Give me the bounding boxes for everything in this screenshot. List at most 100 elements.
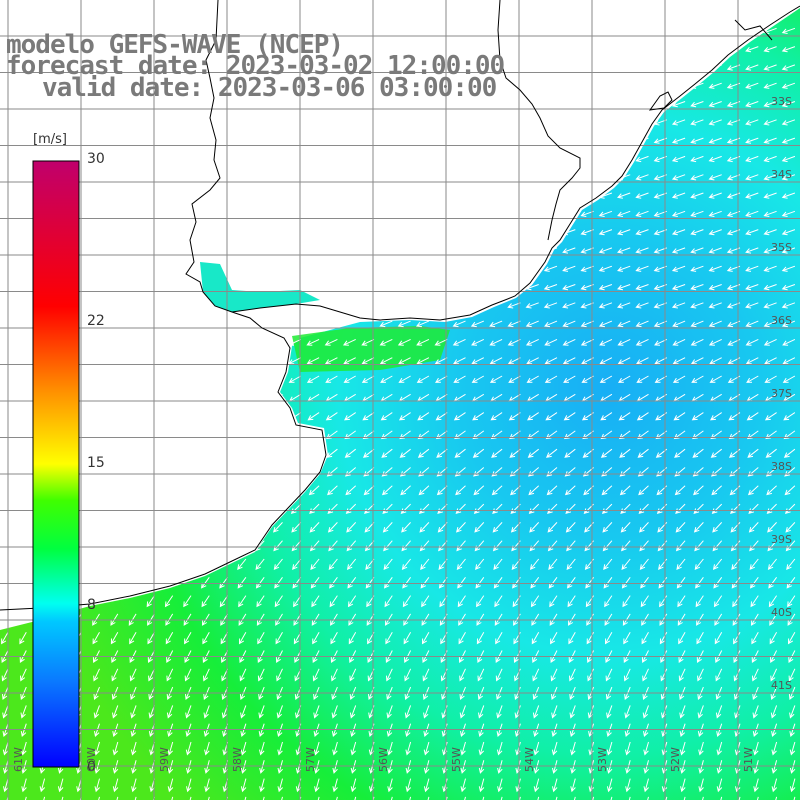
wind-arrow [386, 668, 393, 682]
wind-arrow [185, 741, 192, 756]
wind-arrow [708, 229, 722, 236]
colorbar-tick-label: 15 [87, 455, 105, 471]
wind-arrow [470, 320, 484, 328]
wind-arrow [732, 595, 741, 608]
wind-arrow [784, 485, 796, 496]
wind-arrow [326, 448, 338, 458]
wind-arrow [716, 741, 723, 756]
wind-arrow [344, 448, 357, 458]
wind-arrow [747, 448, 759, 458]
wind-arrow [201, 595, 210, 608]
wind-arrow [184, 668, 192, 682]
wind-arrow [219, 595, 229, 608]
wind-arrow [240, 705, 247, 719]
wind-arrow [765, 448, 777, 458]
wind-arrow [637, 448, 649, 458]
wind-arrow [507, 320, 521, 328]
wind-arrow [386, 705, 393, 719]
longitude-label: 51W [742, 747, 755, 772]
wind-arrow [346, 558, 357, 571]
wind-arrow [324, 357, 338, 365]
wind-arrow [21, 741, 27, 756]
wind-arrow [606, 705, 613, 719]
wind-arrow [781, 247, 796, 254]
wind-arrow [551, 705, 558, 719]
wind-arrow [665, 796, 668, 800]
wind-arrow [116, 796, 119, 800]
wind-arrow [549, 613, 558, 626]
wind-arrow [751, 631, 759, 645]
wind-arrow [379, 320, 393, 328]
wind-arrow [57, 778, 64, 793]
wind-arrow [690, 229, 704, 236]
wind-arrow [708, 247, 722, 254]
wind-arrow [641, 631, 649, 645]
latitude-label: 35S [771, 241, 792, 254]
wind-arrow [764, 357, 777, 365]
wind-arrow [598, 229, 613, 236]
wind-arrow [93, 668, 100, 682]
wind-arrow [690, 247, 704, 254]
wind-arrow [678, 668, 686, 682]
wind-arrow [708, 192, 722, 199]
wind-arrow [763, 229, 777, 236]
wind-arrow [716, 778, 723, 793]
wind-arrow [495, 668, 503, 682]
wind-arrow [690, 265, 704, 272]
wind-arrow [617, 338, 631, 346]
wind-arrow [783, 448, 796, 458]
wind-arrow [275, 631, 283, 645]
wind-arrow [417, 448, 430, 458]
wind-arrow [708, 101, 722, 108]
wind-arrow [453, 412, 466, 421]
wind-arrow [274, 577, 283, 589]
wind-arrow [416, 338, 430, 346]
wind-arrow [781, 27, 796, 34]
wind-arrow [383, 558, 393, 571]
wind-arrow [781, 265, 796, 272]
wind-arrow [715, 705, 723, 719]
wind-arrow [683, 796, 686, 800]
longitude-label: 60W [85, 747, 98, 772]
wind-arrow [272, 522, 283, 533]
wind-arrow [763, 27, 777, 34]
wind-arrow [129, 631, 137, 645]
wind-arrow [748, 522, 759, 533]
longitude-label: 52W [669, 747, 682, 772]
wind-arrow [348, 631, 357, 645]
wind-arrow [709, 375, 722, 383]
wind-arrow [767, 522, 777, 533]
wind-arrow [329, 577, 338, 589]
wind-arrow [494, 595, 503, 608]
wind-arrow [331, 668, 338, 682]
wind-arrow [625, 778, 631, 793]
wind-arrow [781, 64, 796, 71]
wind-arrow [327, 485, 338, 496]
wind-arrow [563, 375, 576, 383]
wind-arrow [240, 760, 247, 774]
wind-arrow [788, 668, 796, 682]
wind-arrow [775, 796, 778, 800]
wind-arrow [708, 119, 722, 126]
wind-arrow [420, 577, 430, 589]
wind-arrow [331, 705, 338, 719]
wind-arrow [698, 741, 704, 756]
wind-arrow [94, 741, 100, 756]
wind-arrow [397, 320, 411, 328]
wind-arrow [409, 796, 412, 800]
wind-arrow [709, 357, 722, 365]
wind-arrow [573, 796, 576, 800]
wind-arrow [458, 613, 466, 626]
wind-arrow [277, 741, 283, 756]
wind-arrow [255, 558, 265, 571]
wind-arrow [671, 284, 686, 291]
wind-arrow [423, 760, 430, 774]
wind-arrow [309, 522, 320, 533]
wind-arrow [671, 137, 686, 144]
wind-arrow [745, 229, 759, 236]
wind-arrow [671, 247, 686, 254]
wind-arrow [659, 595, 668, 608]
wind-arrow [497, 778, 503, 793]
wind-arrow [130, 741, 137, 756]
river-line [734, 19, 773, 41]
